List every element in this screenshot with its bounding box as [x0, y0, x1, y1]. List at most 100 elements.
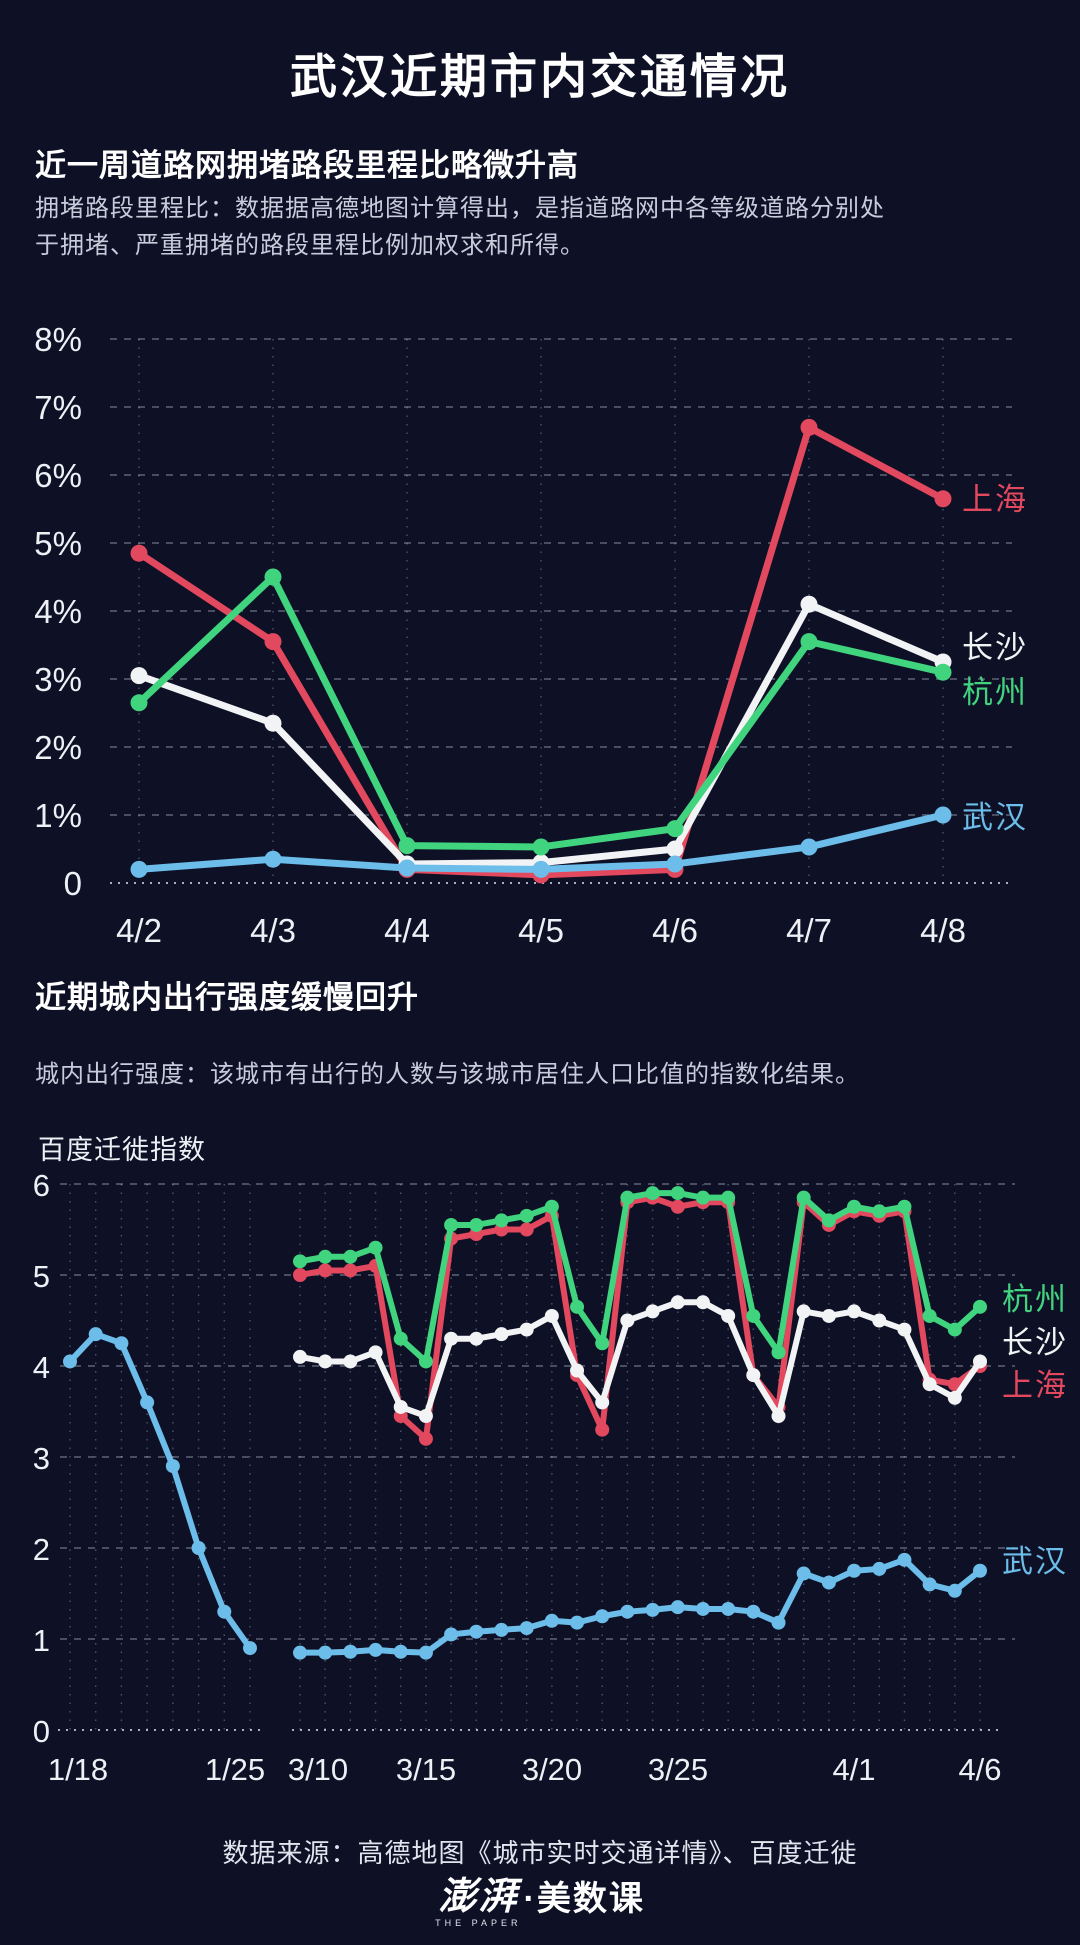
data-point-wuhan — [746, 1604, 761, 1619]
series-line-changsha — [297, 1299, 983, 1420]
data-point-changsha — [318, 1354, 333, 1369]
data-point-shanghai — [595, 1422, 610, 1437]
data-point-wuhan — [544, 1613, 559, 1628]
data-point-changsha — [872, 1313, 887, 1328]
data-point-shanghai — [418, 1431, 433, 1446]
data-point-wuhan — [721, 1601, 736, 1616]
data-point-changsha — [519, 1322, 534, 1337]
data-point-wuhan — [494, 1622, 509, 1637]
series-label-shanghai: 上海 — [962, 482, 1028, 517]
series-shanghai — [130, 418, 952, 884]
travel-intensity-x-axis-labels: 1/18 1/25 3/10 3/15 3/20 3/25 4/1 4/6 — [48, 1752, 1002, 1787]
y-tick-label: 7% — [34, 389, 82, 426]
data-point-changsha — [922, 1377, 937, 1392]
data-point-hangzhou — [494, 1213, 509, 1228]
y-tick-label: 4 — [33, 1350, 50, 1385]
data-point-wuhan — [140, 1395, 155, 1410]
data-point-wuhan — [972, 1563, 987, 1578]
logo-pengpai-zh: 澎湃 — [438, 1876, 519, 1918]
data-point-hangzhou — [595, 1336, 610, 1351]
congestion-ratio-x-axis-labels: 4/2 4/3 4/4 4/5 4/6 4/7 4/8 — [116, 912, 966, 949]
data-point-shanghai — [318, 1263, 333, 1278]
data-point-hangzhou — [821, 1213, 836, 1228]
data-point-wuhan — [264, 850, 282, 868]
series-label-wuhan: 武汉 — [1002, 1544, 1068, 1579]
section2-heading: 近期城内出行强度缓慢回升 — [35, 980, 419, 1015]
data-point-changsha — [645, 1304, 660, 1319]
data-point-wuhan — [934, 806, 952, 824]
logo-pengpai-en: THE PAPER — [435, 1918, 522, 1928]
data-point-changsha — [264, 714, 282, 732]
data-point-changsha — [847, 1304, 862, 1319]
chart2-y-axis-title: 百度迁徙指数 — [38, 1135, 206, 1165]
data-point-wuhan — [695, 1601, 710, 1616]
data-point-wuhan — [418, 1645, 433, 1660]
data-point-hangzhou — [130, 694, 148, 712]
travel-intensity-line-chart: 6 5 4 3 2 1 01/18 1/25 3/10 3/15 3/20 3/25 4/1 4/6 上海 长… — [33, 1168, 1068, 1787]
section2-description: 城内出行强度：该城市有出行的人数与该城市居住人口比值的指数化结果。 — [35, 1061, 860, 1088]
data-point-hangzhou — [398, 837, 416, 855]
data-point-hangzhou — [695, 1190, 710, 1205]
data-point-wuhan — [666, 855, 684, 873]
data-point-shanghai — [130, 544, 148, 562]
data-point-wuhan — [897, 1552, 912, 1567]
data-point-hangzhou — [847, 1199, 862, 1214]
data-point-hangzhou — [620, 1190, 635, 1205]
data-point-changsha — [293, 1349, 307, 1364]
data-point-hangzhou — [393, 1331, 408, 1346]
data-point-hangzhou — [544, 1199, 559, 1214]
series-label-hangzhou: 杭州 — [1002, 1282, 1068, 1317]
data-point-wuhan — [800, 838, 818, 856]
x-tick-label: 4/2 — [116, 912, 162, 949]
data-point-changsha — [544, 1308, 559, 1323]
data-point-changsha — [469, 1331, 484, 1346]
x-tick-label: 4/6 — [958, 1752, 1001, 1787]
logo-meishuke: ·美数课 — [523, 1880, 645, 1918]
data-point-hangzhou — [972, 1299, 987, 1314]
series-label-wuhan: 武汉 — [962, 800, 1028, 835]
series-hangzhou — [293, 1186, 987, 1369]
data-point-changsha — [947, 1390, 962, 1405]
data-point-wuhan — [242, 1641, 257, 1656]
x-tick-label: 3/10 — [288, 1752, 348, 1787]
data-point-hangzhou — [318, 1249, 333, 1264]
data-point-changsha — [670, 1295, 685, 1310]
data-point-hangzhou — [343, 1249, 358, 1264]
data-point-changsha — [595, 1395, 610, 1410]
data-point-wuhan — [922, 1577, 937, 1592]
section1-heading: 近一周道路网拥堵路段里程比略微升高 — [35, 148, 579, 183]
data-point-hangzhou — [519, 1208, 534, 1223]
series-line-wuhan — [297, 1556, 983, 1656]
data-point-hangzhou — [796, 1190, 811, 1205]
data-point-wuhan — [532, 860, 550, 878]
data-point-hangzhou — [721, 1190, 736, 1205]
data-point-wuhan — [570, 1615, 585, 1630]
data-point-hangzhou — [418, 1354, 433, 1369]
data-point-changsha — [972, 1354, 987, 1369]
data-point-wuhan — [821, 1575, 836, 1590]
y-tick-label: 4% — [34, 593, 82, 630]
logo-pengpai: 澎湃 THE PAPER — [435, 1878, 521, 1928]
data-point-changsha — [897, 1322, 912, 1337]
data-point-shanghai — [264, 633, 282, 651]
data-point-shanghai — [343, 1263, 358, 1278]
data-point-hangzhou — [469, 1217, 484, 1232]
x-tick-label: 4/6 — [652, 912, 698, 949]
data-point-wuhan — [130, 860, 148, 878]
congestion-ratio-y-axis-labels: 8% 7% 6% 5% 4% 3% 2% 1% 0 — [34, 321, 82, 902]
data-point-wuhan — [620, 1604, 635, 1619]
data-point-hangzhou — [666, 820, 684, 838]
y-tick-label: 0 — [64, 865, 82, 902]
y-tick-label: 6 — [33, 1168, 50, 1203]
section1-description: 拥堵路段里程比：数据据高德地图计算得出，是指道路网中各等级道路分别处 于拥堵、严… — [35, 190, 885, 264]
data-point-shanghai — [519, 1222, 534, 1237]
x-tick-label: 1/25 — [205, 1752, 265, 1787]
data-point-changsha — [444, 1331, 459, 1346]
section1-description-line2: 于拥堵、严重拥堵的路段里程比例加权求和所得。 — [35, 232, 585, 259]
data-point-hangzhou — [947, 1322, 962, 1337]
data-point-hangzhou — [922, 1308, 937, 1323]
data-point-wuhan — [393, 1644, 408, 1659]
data-point-hangzhou — [645, 1186, 660, 1201]
